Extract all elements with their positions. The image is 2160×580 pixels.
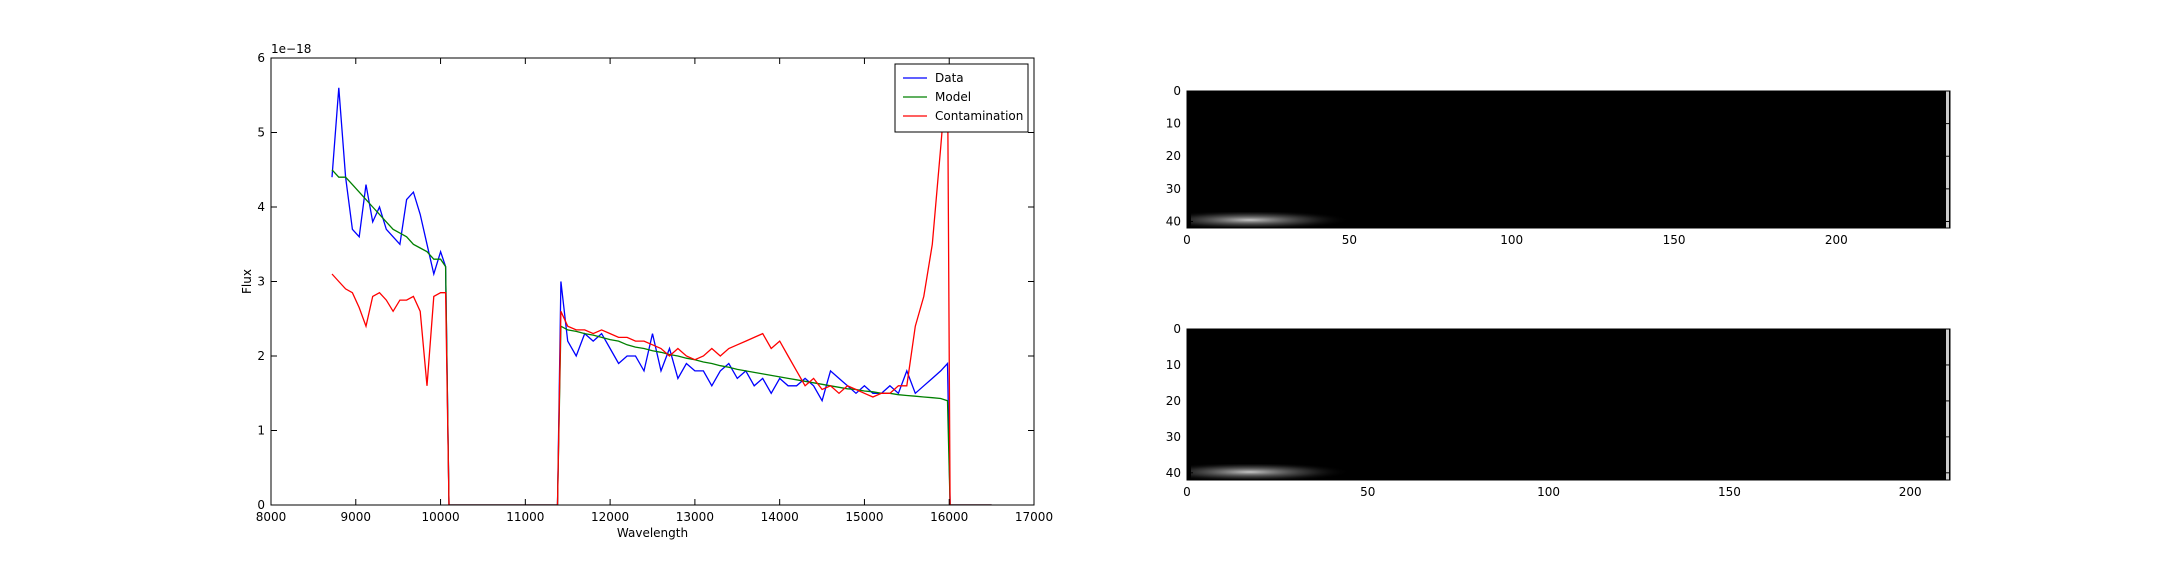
y-tick-label: 2 <box>257 349 265 363</box>
image-glow <box>1191 464 1359 480</box>
x-tick-label: 13000 <box>676 510 714 524</box>
y-tick-label: 4 <box>257 200 265 214</box>
y-tick-label: 0 <box>257 498 265 512</box>
data-line <box>331 87 992 505</box>
legend-label: Model <box>935 90 971 104</box>
y-tick-label: 3 <box>257 275 265 289</box>
image-pixels <box>1187 91 1950 228</box>
x-tick-label: 50 <box>1342 233 1357 247</box>
y-tick-label: 20 <box>1166 149 1181 163</box>
image-glow <box>1191 212 1359 228</box>
x-tick-label: 17000 <box>1015 510 1053 524</box>
x-tick-label: 11000 <box>506 510 544 524</box>
x-tick-label: 15000 <box>845 510 883 524</box>
legend-label: Contamination <box>935 109 1023 123</box>
y-tick-label: 0 <box>1173 84 1181 98</box>
y-tick-label: 30 <box>1166 182 1181 196</box>
x-tick-label: 150 <box>1718 485 1741 499</box>
image-pixels <box>1187 329 1950 480</box>
axes-frame <box>1186 328 1951 481</box>
image-edge <box>1946 91 1949 228</box>
legend-label: Data <box>935 71 964 85</box>
x-tick-label: 10000 <box>421 510 459 524</box>
y-tick-label: 10 <box>1166 358 1181 372</box>
y-tick-label: 30 <box>1166 430 1181 444</box>
x-tick-label: 200 <box>1825 233 1848 247</box>
x-tick-label: 8000 <box>256 510 287 524</box>
y-tick-label: 40 <box>1166 214 1181 228</box>
x-tick-label: 100 <box>1537 485 1560 499</box>
x-tick-label: 0 <box>1183 233 1191 247</box>
x-tick-label: 14000 <box>761 510 799 524</box>
x-tick-label: 9000 <box>341 510 372 524</box>
x-tick-label: 12000 <box>591 510 629 524</box>
y-tick-label: 6 <box>257 51 265 65</box>
data-line <box>331 169 992 505</box>
x-tick-label: 50 <box>1360 485 1375 499</box>
axes-frame <box>1186 90 1951 229</box>
y-tick-label: 10 <box>1166 117 1181 131</box>
x-tick-label: 16000 <box>930 510 968 524</box>
legend-box <box>894 63 1029 133</box>
offset-label: 1e−18 <box>271 42 311 56</box>
y-axis-label: Flux <box>240 269 254 294</box>
y-tick-label: 40 <box>1166 466 1181 480</box>
y-tick-label: 20 <box>1166 394 1181 408</box>
x-tick-label: 200 <box>1899 485 1922 499</box>
y-tick-label: 0 <box>1173 322 1181 336</box>
x-axis-label: Wavelength <box>617 526 688 540</box>
x-tick-label: 100 <box>1500 233 1523 247</box>
x-tick-label: 150 <box>1663 233 1686 247</box>
y-tick-label: 5 <box>257 126 265 140</box>
y-tick-label: 1 <box>257 424 265 438</box>
image-edge <box>1946 329 1949 480</box>
x-tick-label: 0 <box>1183 485 1191 499</box>
data-line <box>331 65 992 505</box>
